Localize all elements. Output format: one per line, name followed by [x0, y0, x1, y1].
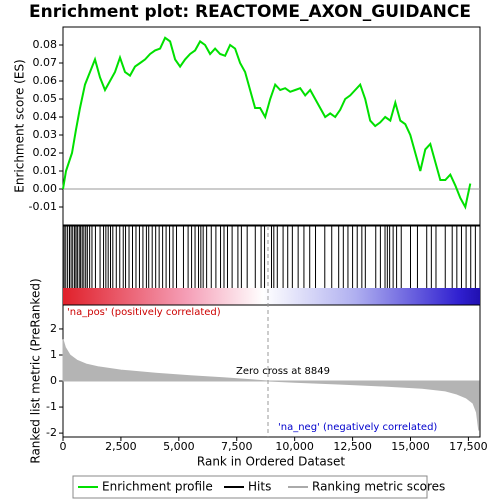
y-tick-label: 1 [50, 348, 57, 361]
x-tick-label: 17,500 [449, 440, 488, 453]
y-tick-label: 0.02 [33, 146, 58, 159]
x-tick-label: 12,500 [333, 440, 372, 453]
y-tick-label: 2 [50, 322, 57, 335]
y-axis-label: Enrichment score (ES) [13, 59, 27, 192]
x-tick-label: 0 [60, 440, 67, 453]
es-frame [62, 26, 481, 226]
y-tick-label: -1 [46, 400, 57, 413]
y-tick-label: 0.01 [33, 164, 58, 177]
y-tick-label: 0.03 [33, 128, 58, 141]
pos-label: 'na_pos' (positively correlated) [67, 307, 221, 318]
legend-label: Hits [248, 480, 271, 494]
y-tick-label: 0 [50, 374, 57, 387]
y-tick-label: 0.07 [33, 56, 58, 69]
y-axis-label: Ranked list metric (PreRanked) [29, 278, 43, 463]
legend-label: Enrichment profile [102, 480, 213, 494]
zero-cross-label: Zero cross at 8849 [236, 366, 330, 377]
rank-color-band [63, 288, 480, 305]
x-tick-label: 10,000 [275, 440, 314, 453]
enrichment-line [62, 36, 472, 210]
y-tick-label: 0.04 [33, 110, 58, 123]
x-tick-label: 2,500 [105, 440, 137, 453]
chart-title: Enrichment plot: REACTOME_AXON_GUIDANCE [29, 2, 471, 22]
metric-area [62, 339, 480, 431]
legend [72, 475, 428, 499]
y-tick-label: 0.05 [33, 92, 58, 105]
x-tick-label: 15,000 [391, 440, 430, 453]
y-tick-label: -0.01 [29, 200, 57, 213]
y-tick-label: 0.08 [33, 38, 58, 51]
y-tick-label: -2 [46, 426, 57, 439]
legend-label: Ranking metric scores [312, 480, 445, 494]
y-tick-label: 0.06 [33, 74, 58, 87]
y-tick-label: 0.00 [33, 182, 58, 195]
neg-label: 'na_neg' (negatively correlated) [278, 422, 437, 433]
x-axis-label: Rank in Ordered Dataset [197, 455, 345, 469]
x-tick-label: 7,500 [221, 440, 253, 453]
x-tick-label: 5,000 [163, 440, 195, 453]
